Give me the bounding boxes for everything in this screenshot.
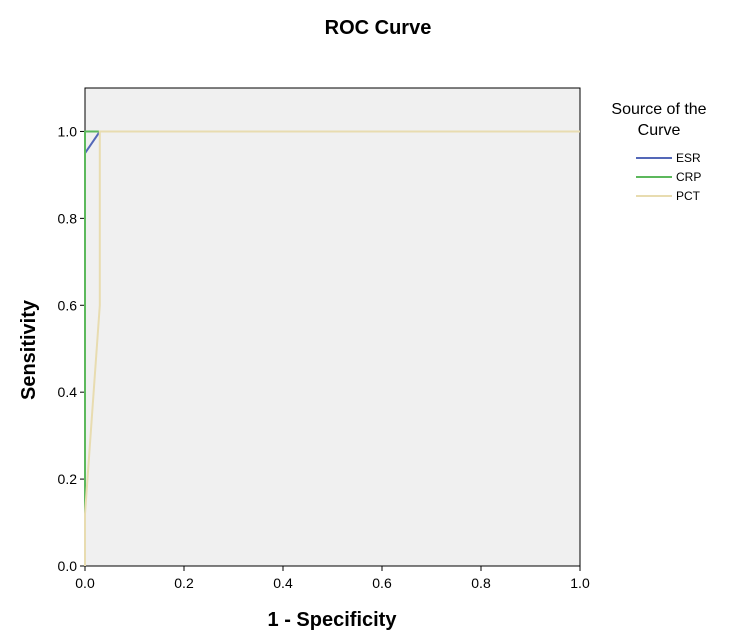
legend: Source of the Curve ESR CRP PCT [611, 101, 706, 203]
legend-title-line-1: Source of the [611, 101, 706, 118]
x-tick-label: 0.2 [174, 575, 194, 591]
legend-label-esr: ESR [676, 151, 701, 165]
y-tick-label: 1.0 [58, 123, 78, 139]
y-axis-ticks: 0.0 0.2 0.4 0.6 0.8 1.0 [58, 123, 85, 574]
chart-title: ROC Curve [325, 17, 432, 39]
legend-label-pct: PCT [676, 189, 701, 203]
x-tick-label: 0.4 [273, 575, 293, 591]
x-tick-label: 0.6 [372, 575, 392, 591]
y-tick-label: 0.6 [58, 297, 78, 313]
x-tick-label: 0.0 [75, 575, 95, 591]
x-axis-title: 1 - Specificity [268, 609, 398, 631]
x-axis-ticks: 0.0 0.2 0.4 0.6 0.8 1.0 [75, 566, 590, 591]
x-tick-label: 0.8 [471, 575, 491, 591]
x-tick-label: 1.0 [570, 575, 590, 591]
y-axis-title: Sensitivity [18, 299, 40, 400]
series-line-pct [84, 130, 580, 566]
y-tick-label: 0.0 [58, 558, 78, 574]
y-tick-label: 0.8 [58, 210, 78, 226]
legend-title-line-2: Curve [638, 122, 681, 139]
series-lines [84, 130, 580, 566]
plot-area [84, 87, 581, 567]
legend-label-crp: CRP [676, 170, 701, 184]
y-tick-label: 0.2 [58, 471, 78, 487]
legend-items: ESR CRP PCT [636, 151, 701, 203]
y-tick-label: 0.4 [58, 384, 78, 400]
